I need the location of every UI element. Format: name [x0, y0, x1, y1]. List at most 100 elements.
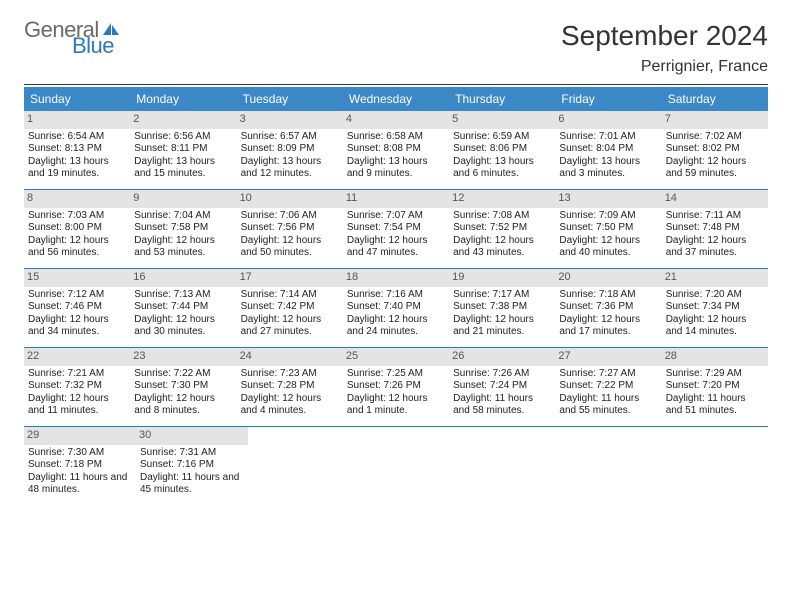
day-cell: 15Sunrise: 7:12 AMSunset: 7:46 PMDayligh…	[24, 269, 130, 347]
sunset-line: Sunset: 8:11 PM	[134, 143, 232, 156]
sunrise-line: Sunrise: 7:26 AM	[453, 368, 551, 381]
day-number: 3	[237, 111, 343, 129]
day-cell: 6Sunrise: 7:01 AMSunset: 8:04 PMDaylight…	[555, 111, 661, 189]
day-cell: 28Sunrise: 7:29 AMSunset: 7:20 PMDayligh…	[662, 348, 768, 426]
sunset-line: Sunset: 7:52 PM	[453, 222, 551, 235]
sunset-line: Sunset: 7:34 PM	[666, 301, 764, 314]
sunset-line: Sunset: 7:56 PM	[241, 222, 339, 235]
sunset-line: Sunset: 7:54 PM	[347, 222, 445, 235]
day-number: 29	[24, 427, 136, 445]
day-header-saturday: Saturday	[662, 87, 768, 111]
day-header-thursday: Thursday	[449, 87, 555, 111]
month-title: September 2024	[561, 20, 768, 52]
day-number: 23	[130, 348, 236, 366]
day-cell: 18Sunrise: 7:16 AMSunset: 7:40 PMDayligh…	[343, 269, 449, 347]
sunrise-line: Sunrise: 7:30 AM	[28, 447, 132, 460]
sunset-line: Sunset: 7:50 PM	[559, 222, 657, 235]
daylight-line: Daylight: 12 hours and 8 minutes.	[134, 393, 232, 418]
day-cell: 13Sunrise: 7:09 AMSunset: 7:50 PMDayligh…	[555, 190, 661, 268]
sunrise-line: Sunrise: 7:08 AM	[453, 210, 551, 223]
day-cell: 19Sunrise: 7:17 AMSunset: 7:38 PMDayligh…	[449, 269, 555, 347]
daylight-line: Daylight: 12 hours and 43 minutes.	[453, 235, 551, 260]
sunrise-line: Sunrise: 7:17 AM	[453, 289, 551, 302]
day-header-wednesday: Wednesday	[343, 87, 449, 111]
daylight-line: Daylight: 12 hours and 21 minutes.	[453, 314, 551, 339]
daylight-line: Daylight: 13 hours and 15 minutes.	[134, 156, 232, 181]
day-number: 6	[555, 111, 661, 129]
sunrise-line: Sunrise: 7:14 AM	[241, 289, 339, 302]
day-number: 8	[24, 190, 130, 208]
daylight-line: Daylight: 12 hours and 56 minutes.	[28, 235, 126, 260]
sunrise-line: Sunrise: 7:03 AM	[28, 210, 126, 223]
daylight-line: Daylight: 12 hours and 53 minutes.	[134, 235, 232, 260]
sunrise-line: Sunrise: 7:04 AM	[134, 210, 232, 223]
day-number: 28	[662, 348, 768, 366]
sunset-line: Sunset: 7:26 PM	[347, 380, 445, 393]
sunrise-line: Sunrise: 6:54 AM	[28, 131, 126, 144]
sunset-line: Sunset: 8:04 PM	[559, 143, 657, 156]
sunset-line: Sunset: 8:13 PM	[28, 143, 126, 156]
daylight-line: Daylight: 12 hours and 27 minutes.	[241, 314, 339, 339]
day-header-tuesday: Tuesday	[237, 87, 343, 111]
sunset-line: Sunset: 7:40 PM	[347, 301, 445, 314]
day-number: 12	[449, 190, 555, 208]
sunrise-line: Sunrise: 6:56 AM	[134, 131, 232, 144]
day-number: 9	[130, 190, 236, 208]
sunset-line: Sunset: 7:28 PM	[241, 380, 339, 393]
sunset-line: Sunset: 7:36 PM	[559, 301, 657, 314]
daylight-line: Daylight: 12 hours and 24 minutes.	[347, 314, 445, 339]
logo: General Blue	[24, 20, 121, 56]
day-number: 21	[662, 269, 768, 287]
day-cell: 29Sunrise: 7:30 AMSunset: 7:18 PMDayligh…	[24, 427, 136, 505]
sunset-line: Sunset: 8:08 PM	[347, 143, 445, 156]
sunset-line: Sunset: 7:30 PM	[134, 380, 232, 393]
day-cell: 30Sunrise: 7:31 AMSunset: 7:16 PMDayligh…	[136, 427, 248, 505]
day-number: 1	[24, 111, 130, 129]
week-row: 8Sunrise: 7:03 AMSunset: 8:00 PMDaylight…	[24, 190, 768, 269]
day-number: 7	[662, 111, 768, 129]
sunset-line: Sunset: 7:42 PM	[241, 301, 339, 314]
day-cell: 10 Sunrise: 7:06 AMSunset: 7:56 PMDayligh…	[237, 190, 343, 268]
empty-cell	[352, 427, 456, 505]
sunset-line: Sunset: 7:18 PM	[28, 459, 132, 472]
daylight-line: Daylight: 12 hours and 50 minutes.	[241, 235, 339, 260]
sunrise-line: Sunrise: 7:06 AM	[241, 210, 339, 223]
daylight-line: Daylight: 12 hours and 59 minutes.	[666, 156, 764, 181]
sunset-line: Sunset: 7:16 PM	[140, 459, 244, 472]
day-cell: 24Sunrise: 7:23 AMSunset: 7:28 PMDayligh…	[237, 348, 343, 426]
day-number: 24	[237, 348, 343, 366]
day-cell: 26Sunrise: 7:26 AMSunset: 7:24 PMDayligh…	[449, 348, 555, 426]
sunrise-line: Sunrise: 7:25 AM	[347, 368, 445, 381]
day-number: 4	[343, 111, 449, 129]
day-number: 11	[343, 190, 449, 208]
day-number: 13	[555, 190, 661, 208]
day-cell: 2 Sunrise: 6:56 AMSunset: 8:11 PMDaylight…	[130, 111, 236, 189]
empty-cell	[664, 427, 768, 505]
daylight-line: Daylight: 12 hours and 17 minutes.	[559, 314, 657, 339]
daylight-line: Daylight: 11 hours and 51 minutes.	[666, 393, 764, 418]
day-cell: 5Sunrise: 6:59 AMSunset: 8:06 PMDaylight…	[449, 111, 555, 189]
sunset-line: Sunset: 7:24 PM	[453, 380, 551, 393]
daylight-line: Daylight: 12 hours and 1 minute.	[347, 393, 445, 418]
day-number: 17	[237, 269, 343, 287]
day-number: 27	[555, 348, 661, 366]
day-number: 14	[662, 190, 768, 208]
sunset-line: Sunset: 7:20 PM	[666, 380, 764, 393]
daylight-line: Daylight: 12 hours and 40 minutes.	[559, 235, 657, 260]
sunset-line: Sunset: 7:46 PM	[28, 301, 126, 314]
sunset-line: Sunset: 7:44 PM	[134, 301, 232, 314]
header: General Blue September 2024 Perrignier, …	[24, 20, 768, 76]
calendar-grid: SundayMondayTuesdayWednesdayThursdayFrid…	[24, 87, 768, 505]
day-cell: 20Sunrise: 7:18 AMSunset: 7:36 PMDayligh…	[555, 269, 661, 347]
daylight-line: Daylight: 12 hours and 34 minutes.	[28, 314, 126, 339]
daylight-line: Daylight: 12 hours and 11 minutes.	[28, 393, 126, 418]
week-row: 1Sunrise: 6:54 AMSunset: 8:13 PMDaylight…	[24, 111, 768, 190]
day-number: 15	[24, 269, 130, 287]
daylight-line: Daylight: 12 hours and 37 minutes.	[666, 235, 764, 260]
day-number: 5	[449, 111, 555, 129]
day-number: 10	[237, 190, 343, 208]
daylight-line: Daylight: 13 hours and 19 minutes.	[28, 156, 126, 181]
daylight-line: Daylight: 11 hours and 58 minutes.	[453, 393, 551, 418]
day-number: 2	[130, 111, 236, 129]
sunset-line: Sunset: 7:22 PM	[559, 380, 657, 393]
